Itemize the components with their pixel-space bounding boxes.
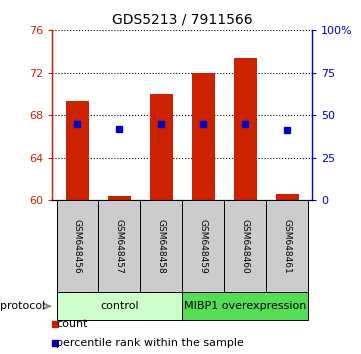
Title: GDS5213 / 7911566: GDS5213 / 7911566 — [112, 12, 253, 26]
Text: MIBP1 overexpression: MIBP1 overexpression — [184, 301, 306, 311]
Bar — [234, 58, 257, 200]
Text: control: control — [100, 301, 139, 311]
Bar — [57, 292, 182, 320]
Text: GSM648456: GSM648456 — [73, 219, 82, 273]
Bar — [275, 194, 299, 200]
Bar — [182, 292, 308, 320]
Bar — [140, 200, 182, 292]
Text: GSM648458: GSM648458 — [157, 219, 166, 273]
Bar — [182, 200, 224, 292]
Bar — [57, 200, 99, 292]
Text: protocol: protocol — [0, 301, 45, 311]
Text: GSM648461: GSM648461 — [283, 219, 292, 273]
Bar — [266, 200, 308, 292]
Bar — [224, 200, 266, 292]
Bar — [192, 73, 215, 200]
Text: count: count — [56, 319, 87, 329]
Bar — [66, 101, 89, 200]
Text: GSM648459: GSM648459 — [199, 219, 208, 273]
Bar — [150, 94, 173, 200]
Bar — [99, 200, 140, 292]
Bar — [108, 196, 131, 200]
Text: percentile rank within the sample: percentile rank within the sample — [56, 338, 244, 348]
Text: GSM648457: GSM648457 — [115, 219, 124, 273]
Text: GSM648460: GSM648460 — [241, 219, 250, 273]
